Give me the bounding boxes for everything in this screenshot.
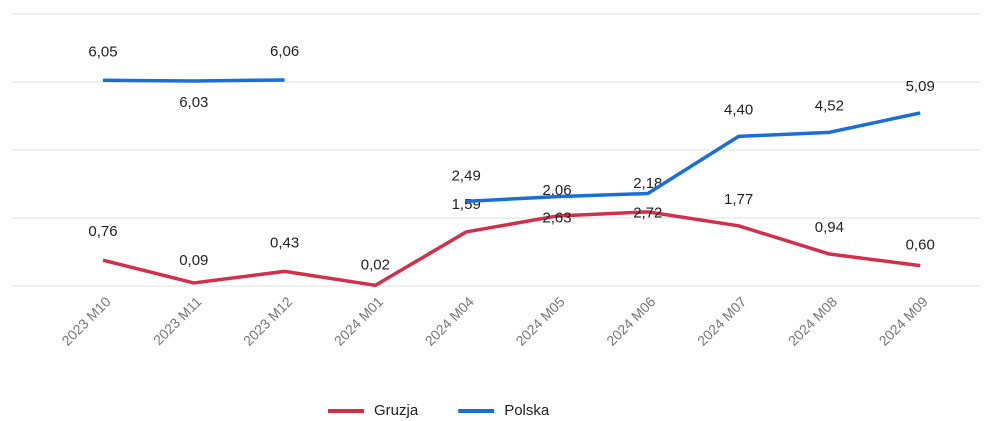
data-label: 0,02 (361, 256, 390, 273)
data-label: 2,63 (542, 210, 571, 227)
x-tick-label: 2024 M07 (694, 293, 749, 348)
data-label: 6,05 (88, 43, 117, 60)
data-label: 0,09 (179, 252, 208, 269)
x-tick-label: 2023 M10 (58, 293, 113, 348)
x-tick-label: 2024 M08 (785, 293, 840, 348)
data-label: 0,94 (815, 219, 844, 236)
data-label: 1,77 (724, 191, 753, 208)
data-label: 4,40 (724, 101, 753, 118)
x-tick-label: 2024 M01 (331, 293, 386, 348)
x-tick-label: 2023 M12 (240, 293, 295, 348)
data-label: 0,76 (88, 223, 117, 240)
data-label: 4,52 (815, 97, 844, 114)
data-label: 1,59 (452, 196, 481, 213)
data-label: 6,03 (179, 94, 208, 111)
data-label: 2,49 (452, 167, 481, 184)
legend-label: Polska (504, 402, 550, 419)
series-line (102, 210, 921, 288)
x-tick-label: 2024 M05 (512, 293, 567, 348)
legend-label: Gruzja (374, 402, 419, 419)
data-label: 0,60 (906, 237, 935, 254)
series-line (466, 111, 921, 204)
x-tick-label: 2023 M11 (150, 293, 205, 348)
data-label: 2,18 (633, 175, 662, 192)
x-tick-label: 2024 M09 (876, 293, 931, 348)
data-label: 5,09 (906, 78, 935, 95)
data-label: 2,72 (633, 204, 662, 221)
data-label: 0,43 (270, 234, 299, 251)
x-tick-label: 2024 M04 (422, 293, 477, 348)
series-line (102, 78, 285, 83)
x-tick-label: 2024 M06 (603, 293, 658, 348)
data-label: 6,06 (270, 43, 299, 60)
